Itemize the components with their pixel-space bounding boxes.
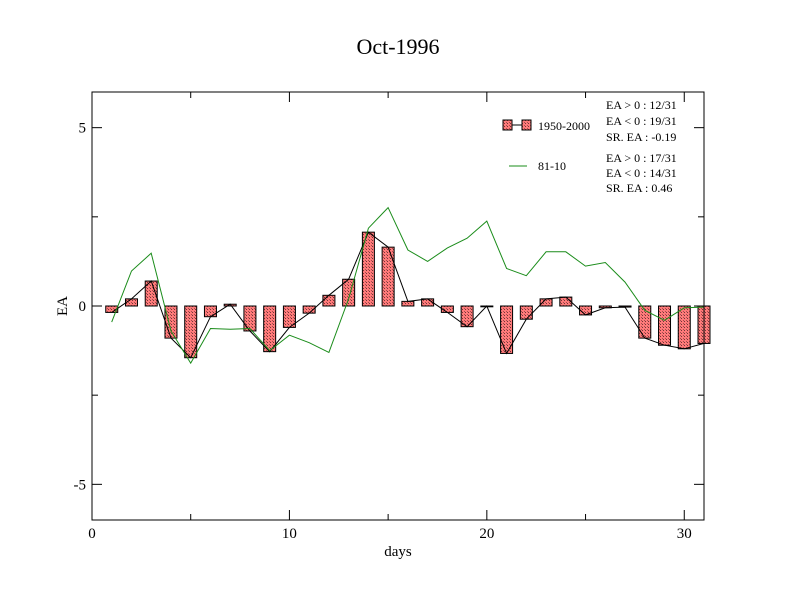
bar-day-9 (263, 305, 277, 353)
legend-bar-swatch-left (502, 119, 513, 131)
x-tick-label-0: 0 (88, 526, 96, 542)
y-axis-label: EA (55, 296, 71, 316)
bar-day-12 (322, 294, 336, 307)
bars-layer (105, 231, 711, 359)
bar-day-23 (539, 298, 553, 307)
ticks-layer: 0 10 20 30 -5 0 5 (74, 92, 704, 542)
stat-8110-ea-negative: EA < 0 : 14/31 (606, 166, 677, 180)
y-tick-label--5: -5 (74, 477, 87, 493)
stat-1950-ea-negative: EA < 0 : 19/31 (606, 114, 677, 128)
x-axis-label: days (384, 544, 412, 560)
chart-title: Oct-1996 (356, 34, 439, 59)
stat-1950-ea-positive: EA > 0 : 12/31 (606, 98, 677, 112)
lines-layer (111, 206, 705, 365)
series-1950-2000-line (111, 231, 705, 359)
bar-day-22 (519, 305, 533, 320)
legend-label-81-10: 81-10 (538, 159, 566, 173)
bar-day-17 (421, 298, 435, 307)
bar-day-29 (658, 305, 672, 346)
bar-day-16 (401, 300, 415, 307)
stat-8110-sr-ea: SR. EA : 0.46 (606, 181, 672, 195)
bar-day-8 (243, 305, 257, 332)
legend-label-1950-2000: 1950-2000 (538, 119, 590, 133)
x-tick-label-10: 10 (282, 526, 297, 542)
stat-1950-sr-ea: SR. EA : -0.19 (606, 130, 676, 144)
bar-day-2 (124, 298, 138, 307)
bar-day-15 (381, 246, 395, 307)
bar-day-6 (203, 305, 217, 318)
legend: 1950-2000 81-10 EA > 0 : 12/31 EA < 0 : … (502, 98, 677, 195)
y-tick-label-5: 5 (79, 121, 87, 137)
bar-day-4 (164, 305, 178, 339)
bar-day-30 (677, 305, 691, 350)
x-tick-label-20: 20 (479, 526, 494, 542)
stat-8110-ea-positive: EA > 0 : 17/31 (606, 151, 677, 165)
legend-bar-swatch-right (521, 119, 532, 131)
x-tick-label-30: 30 (677, 526, 692, 542)
series-81-10-line (111, 206, 705, 365)
y-tick-label-0: 0 (79, 299, 87, 315)
